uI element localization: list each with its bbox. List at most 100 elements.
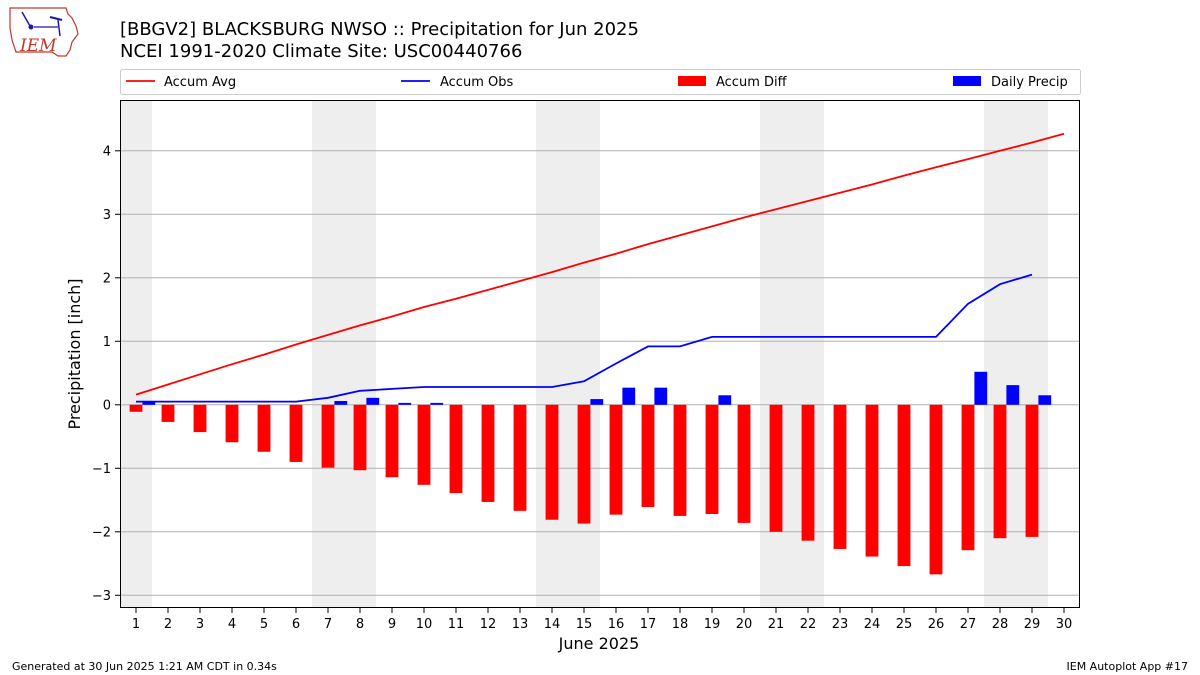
daily-precip-bar — [142, 401, 156, 405]
y-tick-label: 3 — [103, 208, 111, 223]
accum-diff-bar — [225, 404, 239, 443]
chart-subtitle: NCEI 1991-2020 Climate Site: USC00440766 — [120, 41, 522, 62]
x-tick-label: 16 — [608, 617, 625, 632]
accum-diff-bar — [545, 404, 559, 520]
x-tick-label: 28 — [992, 617, 1009, 632]
x-tick-label: 10 — [416, 617, 433, 632]
accum-diff-bar — [257, 404, 271, 452]
weekend-band — [120, 100, 152, 608]
accum-diff-bar — [961, 404, 975, 551]
y-tick-label: 2 — [103, 271, 111, 286]
x-tick-label: 20 — [736, 617, 753, 632]
accum-diff-bar — [289, 404, 303, 462]
accum-diff-bar — [609, 404, 623, 515]
daily-precip-bar — [1006, 385, 1020, 405]
weekend-band — [344, 100, 376, 608]
accum-diff-bar — [833, 404, 847, 549]
accum-diff-bar — [1025, 404, 1039, 537]
legend-label-daily-precip: Daily Precip — [991, 75, 1068, 90]
accum-obs-line — [136, 273, 1033, 403]
accum-avg-line — [135, 132, 1065, 396]
y-tick-label: −2 — [92, 525, 111, 540]
y-tick-label: −3 — [92, 589, 111, 604]
daily-precip-bar — [590, 399, 604, 405]
daily-precip-bar — [974, 371, 988, 405]
accum-diff-bar — [801, 404, 815, 541]
chart-title: [BBGV2] BLACKSBURG NWSO :: Precipitation… — [120, 19, 639, 40]
weekend-band — [536, 100, 568, 608]
x-tick-label: 19 — [704, 617, 721, 632]
x-tick-label: 29 — [1024, 617, 1041, 632]
x-tick-label: 13 — [512, 617, 529, 632]
x-tick-label: 14 — [544, 617, 561, 632]
x-tick-label: 6 — [292, 617, 300, 632]
daily-precip-bar — [334, 400, 348, 405]
x-tick-label: 23 — [832, 617, 849, 632]
daily-precip-bar — [366, 397, 380, 405]
x-tick-label: 18 — [672, 617, 689, 632]
x-tick-label: 25 — [896, 617, 913, 632]
legend-swatch-accum-diff — [678, 76, 706, 86]
y-axis-label: Precipitation [inch] — [65, 278, 84, 429]
accum-diff-bar — [865, 404, 879, 557]
accum-diff-bar — [385, 404, 399, 478]
daily-precip-bar — [398, 402, 412, 405]
y-tick-label: 4 — [103, 144, 111, 159]
x-tick-label: 17 — [640, 617, 657, 632]
accum-diff-bar — [641, 404, 655, 508]
accum-diff-bar — [673, 404, 687, 516]
x-tick-label: 7 — [324, 617, 332, 632]
daily-precip-bar — [654, 387, 668, 405]
x-tick-label: 11 — [448, 617, 465, 632]
x-tick-label: 4 — [228, 617, 236, 632]
daily-precip-bar — [430, 402, 444, 405]
y-tick-label: 1 — [103, 335, 111, 350]
x-tick-label: 1 — [132, 617, 140, 632]
x-tick-label: 3 — [196, 617, 204, 632]
x-tick-label: 15 — [576, 617, 593, 632]
accum-diff-bar — [513, 404, 527, 511]
x-tick-label: 8 — [356, 617, 364, 632]
daily-precip-bar — [622, 387, 636, 405]
iem-logo: IEM — [9, 7, 79, 57]
x-tick-label: 26 — [928, 617, 945, 632]
accum-diff-bar — [481, 404, 495, 502]
x-tick-label: 2 — [164, 617, 172, 632]
legend: Accum Avg Accum Obs Accum Diff Daily Pre… — [120, 69, 1081, 95]
accum-diff-bar — [577, 404, 591, 524]
footer-app: IEM Autoplot App #17 — [1067, 660, 1189, 673]
x-tick-label: 30 — [1056, 617, 1073, 632]
accum-diff-bar — [193, 404, 207, 433]
daily-precip-bar — [1038, 395, 1052, 405]
accum-diff-bar — [161, 404, 175, 422]
x-tick-label: 21 — [768, 617, 785, 632]
legend-label-accum-obs: Accum Obs — [440, 75, 513, 90]
legend-swatch-daily-precip — [953, 76, 981, 86]
accum-diff-bar — [129, 404, 143, 412]
y-tick-label: 0 — [103, 398, 111, 413]
x-tick-label: 22 — [800, 617, 817, 632]
x-axis-label: June 2025 — [558, 634, 640, 653]
accum-diff-bar — [449, 404, 463, 494]
plot-area: 1 2 3 4 5 6 7 8 9 10 11 12 13 14 15 16 17 18 19 20 21 22 23 24 2… — [92, 100, 1080, 632]
x-tick-label: 27 — [960, 617, 977, 632]
x-tick-label: 12 — [480, 617, 497, 632]
accum-diff-bar — [897, 404, 911, 567]
legend-label-accum-diff: Accum Diff — [716, 75, 788, 90]
x-tick-label: 24 — [864, 617, 881, 632]
accum-diff-bar — [929, 404, 943, 575]
accum-diff-bar — [321, 404, 335, 468]
weekend-band — [312, 100, 344, 608]
accum-diff-bar — [353, 404, 367, 471]
logo-text: IEM — [19, 36, 57, 56]
y-tick-label: −1 — [92, 462, 111, 477]
accum-diff-bar — [737, 404, 751, 523]
daily-precip-bar — [718, 395, 732, 405]
plot-frame — [120, 100, 1080, 608]
accum-diff-bar — [705, 404, 719, 515]
accum-diff-bar — [993, 404, 1007, 539]
accum-diff-bar — [417, 404, 431, 485]
accum-diff-bar — [769, 404, 783, 532]
x-tick-label: 9 — [388, 617, 396, 632]
